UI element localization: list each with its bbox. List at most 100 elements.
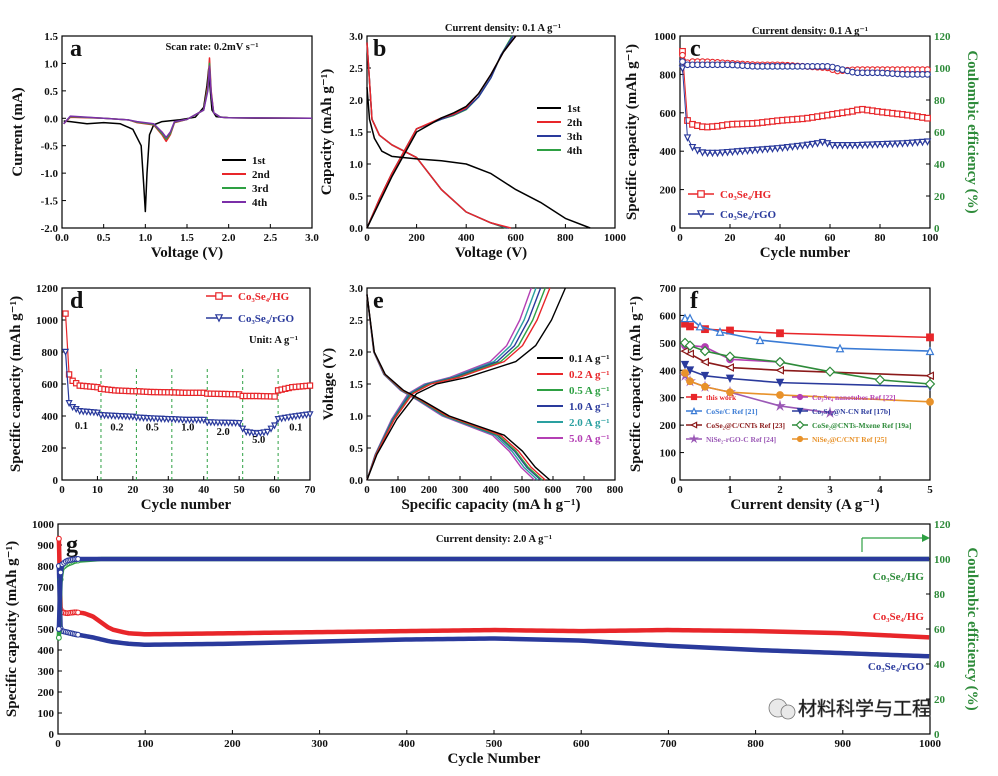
legend-label: 4th bbox=[567, 145, 582, 157]
series-line-1st bbox=[63, 68, 312, 213]
x-tick-label: 300 bbox=[452, 484, 469, 496]
data-point bbox=[775, 365, 785, 375]
x-tick-label: 0 bbox=[364, 232, 370, 244]
y-tick-label: 1000 bbox=[32, 519, 55, 531]
x-tick-label: 1000 bbox=[604, 232, 627, 244]
data-point bbox=[725, 374, 735, 384]
y-axis-title: Specific capacity (mAh g⁻¹) bbox=[628, 296, 644, 472]
y-axis-title: Capacity (mAh g⁻¹) bbox=[319, 69, 335, 196]
x-tick-label: 400 bbox=[458, 232, 475, 244]
x-tick-label: 0 bbox=[364, 484, 370, 496]
data-point bbox=[678, 65, 687, 73]
y-axis-title: Specific capacity (mAh g⁻¹) bbox=[8, 296, 24, 472]
y-tick-label: -1.5 bbox=[41, 196, 59, 208]
series-line-2nd bbox=[63, 57, 313, 143]
discharge-line-1st bbox=[366, 87, 591, 229]
data-point bbox=[793, 142, 802, 151]
legend-label: Co₃Se₄/HG bbox=[720, 189, 772, 201]
data-point bbox=[689, 433, 699, 444]
charge-line-2th bbox=[366, 35, 517, 229]
legend-label: 4th bbox=[252, 197, 267, 209]
data-point bbox=[763, 145, 772, 154]
x-tick-label: 4 bbox=[877, 484, 883, 496]
data-point bbox=[796, 435, 804, 443]
y-tick-label: 2.5 bbox=[349, 63, 363, 75]
data-point bbox=[680, 360, 690, 370]
x-tick-label: 70 bbox=[305, 484, 317, 496]
y-tick-label: 600 bbox=[660, 108, 677, 120]
y-tick-label: 600 bbox=[42, 379, 59, 391]
y-tick-label: -1.0 bbox=[41, 168, 59, 180]
y-tick-label: 400 bbox=[38, 645, 55, 657]
data-point bbox=[824, 406, 836, 418]
data-point bbox=[715, 327, 725, 336]
panel-title: Current density: 0.1 A g⁻¹ bbox=[752, 26, 868, 37]
y2-tick-label: 40 bbox=[934, 659, 946, 671]
x-axis-title: Cycle Number bbox=[448, 751, 541, 767]
data-point bbox=[808, 140, 817, 149]
wechat-icon-bubble bbox=[780, 704, 796, 720]
label-rgo: Co₃Se₄/rGO bbox=[868, 661, 925, 673]
x-tick-label: 5 bbox=[927, 484, 933, 496]
data-point bbox=[723, 148, 732, 157]
y2-tick-label: 0 bbox=[934, 223, 940, 235]
rate-label: 1.0 bbox=[181, 422, 194, 433]
discharge-line-0.1 A g⁻¹ bbox=[366, 294, 551, 481]
x-tick-label: 50 bbox=[234, 484, 246, 496]
legend-label: this work bbox=[706, 393, 737, 402]
label-hg: Co₃Se₄/HG bbox=[873, 611, 925, 623]
y-tick-label: 3.0 bbox=[349, 31, 363, 43]
x-tick-label: 100 bbox=[137, 738, 154, 750]
panel-d: 0 10 20 30 40 50 60 70 0 200 400 600 800 1000 1200 Cycl… bbox=[8, 283, 316, 513]
data-point bbox=[813, 140, 822, 148]
y-tick-label: 800 bbox=[42, 347, 59, 359]
data-point bbox=[758, 146, 767, 154]
x-tick-label: 0.5 bbox=[97, 232, 111, 244]
y-tick-label: 0.5 bbox=[349, 443, 363, 455]
data-point bbox=[57, 569, 64, 576]
y-tick-label: 1.0 bbox=[349, 411, 363, 423]
legend-label: 1st bbox=[567, 103, 581, 115]
data-point bbox=[55, 626, 62, 632]
panel-letter: a bbox=[70, 36, 82, 62]
data-point bbox=[679, 58, 686, 65]
rate-label: 0.1 bbox=[289, 422, 302, 433]
data-point bbox=[679, 51, 686, 59]
data-point bbox=[868, 141, 877, 149]
y-tick-label: 0 bbox=[49, 729, 55, 741]
data-point bbox=[75, 556, 82, 562]
x-tick-label: 600 bbox=[508, 232, 525, 244]
data-point bbox=[703, 149, 712, 158]
x-tick-label: 800 bbox=[557, 232, 574, 244]
x-tick-label: 3 bbox=[827, 484, 833, 496]
x-tick-label: 200 bbox=[408, 232, 425, 244]
y-axis-title: Current (mA) bbox=[10, 87, 26, 176]
data-point bbox=[718, 149, 727, 157]
series-line-4th bbox=[63, 65, 313, 139]
data-point bbox=[873, 141, 882, 149]
x-tick-label: 900 bbox=[835, 738, 852, 750]
x-tick-label: 800 bbox=[747, 738, 764, 750]
x-tick-label: 800 bbox=[607, 484, 624, 496]
data-point bbox=[726, 388, 734, 397]
x-axis-title: Cycle number bbox=[141, 497, 232, 513]
data-point bbox=[61, 348, 70, 356]
x-tick-label: 2.5 bbox=[263, 232, 277, 244]
x-tick-label: 30 bbox=[163, 484, 175, 496]
y-tick-label: 1.5 bbox=[44, 31, 58, 43]
x-tick-label: 0 bbox=[677, 232, 683, 244]
legend-label: Co₃Se₄@N-CN Ref [17b] bbox=[812, 407, 891, 416]
x-tick-label: 100 bbox=[922, 232, 939, 244]
y2-tick-label: 60 bbox=[934, 624, 946, 636]
data-point bbox=[925, 371, 935, 381]
y-tick-label: 800 bbox=[660, 69, 677, 81]
data-point bbox=[858, 141, 867, 150]
x-tick-label: 0 bbox=[677, 484, 683, 496]
data-point bbox=[778, 144, 787, 153]
y-axis-title: Voltage (V) bbox=[321, 348, 337, 420]
legend-label: CoSe₂@CNTs-Mxene Ref [19a] bbox=[812, 421, 911, 430]
data-point bbox=[824, 366, 836, 377]
data-point bbox=[898, 140, 907, 148]
data-point bbox=[693, 147, 702, 155]
